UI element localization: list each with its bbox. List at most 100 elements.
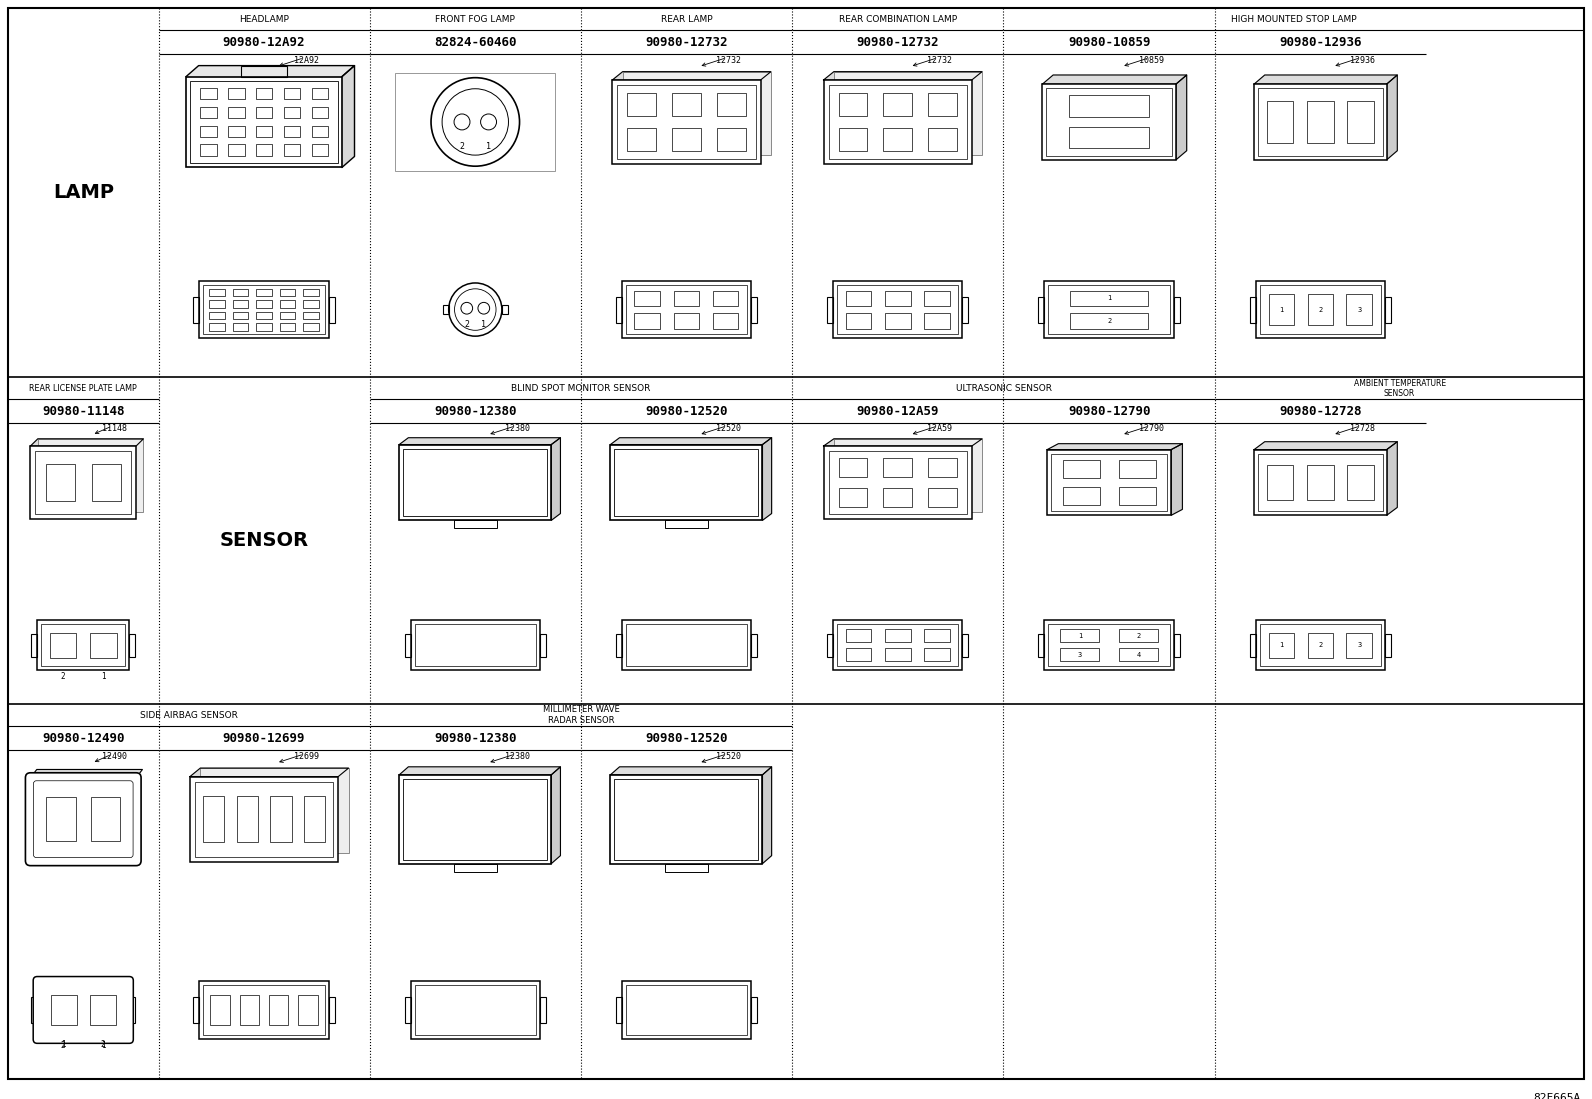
Text: SIDE AIRBAG SENSOR: SIDE AIRBAG SENSOR (140, 711, 237, 720)
Text: 4: 4 (1137, 652, 1141, 658)
Bar (1119, 460, 1156, 478)
Bar (751, 634, 758, 656)
Bar (414, 985, 537, 1035)
Bar (256, 125, 272, 137)
Bar (618, 85, 756, 159)
Text: HEADLAMP: HEADLAMP (239, 14, 290, 23)
Bar (210, 311, 224, 319)
Bar (199, 107, 217, 119)
Bar (613, 80, 761, 164)
Bar (635, 290, 661, 306)
Text: 90980-12732: 90980-12732 (645, 35, 728, 48)
Polygon shape (186, 66, 355, 77)
Bar (51, 996, 76, 1024)
Bar (884, 93, 912, 115)
Bar (256, 289, 272, 296)
Text: 2: 2 (1318, 307, 1323, 312)
Text: 2: 2 (100, 1040, 105, 1048)
Bar (37, 620, 129, 670)
Bar (828, 451, 966, 514)
Bar (1347, 295, 1372, 324)
Bar (1038, 297, 1044, 323)
Bar (622, 280, 751, 338)
Bar (403, 448, 548, 517)
Text: 12380: 12380 (505, 752, 530, 761)
Polygon shape (1176, 75, 1186, 159)
Bar (1347, 101, 1374, 143)
Polygon shape (1043, 75, 1186, 85)
Bar (928, 488, 957, 507)
Text: 2: 2 (465, 320, 470, 329)
Bar (283, 107, 301, 119)
Bar (210, 995, 229, 1025)
Text: 1: 1 (481, 320, 486, 329)
Bar (186, 77, 342, 167)
Bar (298, 995, 318, 1025)
Bar (210, 289, 224, 296)
Text: 12699: 12699 (293, 752, 318, 761)
Bar (199, 88, 217, 100)
Text: 2: 2 (1137, 633, 1141, 639)
Polygon shape (400, 767, 560, 775)
Bar (411, 980, 540, 1040)
Bar (1044, 620, 1173, 670)
Bar (837, 285, 958, 334)
Text: FRONT FOG LAMP: FRONT FOG LAMP (435, 14, 516, 23)
Bar (826, 297, 833, 323)
Bar (665, 864, 708, 873)
Bar (884, 458, 912, 477)
Polygon shape (763, 767, 772, 864)
Bar (1070, 127, 1149, 148)
Bar (928, 93, 957, 115)
Bar (610, 444, 763, 520)
Bar (845, 648, 871, 662)
Bar (923, 630, 950, 642)
Bar (828, 85, 966, 159)
Bar (194, 297, 199, 323)
Bar (622, 980, 751, 1040)
Polygon shape (189, 768, 349, 777)
Bar (283, 88, 301, 100)
Bar (1051, 454, 1167, 511)
Text: 90980-12380: 90980-12380 (435, 732, 516, 745)
Bar (834, 71, 982, 155)
Bar (280, 300, 295, 308)
Bar (454, 864, 497, 873)
Bar (713, 313, 739, 329)
Text: 3: 3 (1078, 652, 1083, 658)
Bar (626, 285, 747, 334)
Bar (204, 797, 224, 842)
Bar (232, 289, 248, 296)
Bar (283, 144, 301, 156)
Bar (622, 71, 771, 155)
Bar (837, 624, 958, 666)
Bar (622, 620, 751, 670)
Text: 1: 1 (1106, 296, 1111, 301)
Bar (91, 464, 121, 501)
Bar (404, 634, 411, 656)
Bar (304, 797, 325, 842)
Bar (923, 648, 950, 662)
Bar (210, 300, 224, 308)
Bar (673, 313, 699, 329)
Text: AMBIENT TEMPERATURE
SENSOR: AMBIENT TEMPERATURE SENSOR (1353, 379, 1446, 398)
Bar (395, 73, 556, 170)
Bar (962, 297, 968, 323)
Polygon shape (1254, 442, 1398, 449)
Bar (199, 125, 217, 137)
Bar (256, 311, 272, 319)
Polygon shape (30, 769, 142, 778)
Text: SENSOR: SENSOR (220, 531, 309, 551)
Text: 90980-10859: 90980-10859 (1068, 35, 1151, 48)
Bar (627, 93, 656, 115)
Bar (616, 634, 622, 656)
Bar (884, 488, 912, 507)
Bar (885, 648, 911, 662)
Text: 12A92: 12A92 (293, 56, 318, 65)
Text: 90980-12520: 90980-12520 (645, 406, 728, 418)
Text: 82824-60460: 82824-60460 (435, 35, 516, 48)
Bar (1049, 624, 1170, 666)
Text: REAR LICENSE PLATE LAMP: REAR LICENSE PLATE LAMP (29, 384, 137, 393)
Bar (610, 775, 763, 864)
Bar (635, 313, 661, 329)
